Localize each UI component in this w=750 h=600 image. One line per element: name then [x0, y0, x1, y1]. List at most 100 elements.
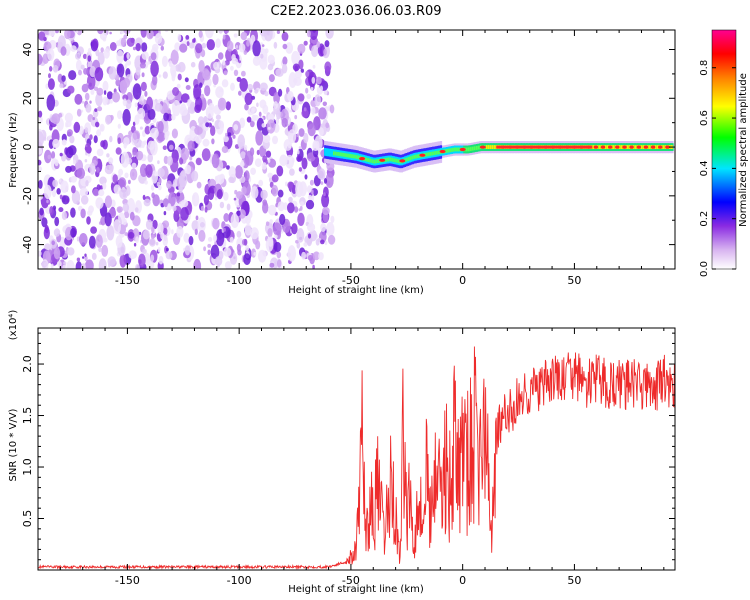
noise-blob	[287, 202, 295, 214]
noise-blob	[137, 107, 146, 120]
ridge-core	[455, 147, 458, 152]
noise-blob	[60, 46, 67, 56]
noise-blob	[142, 248, 147, 255]
noise-blob	[216, 189, 223, 200]
noise-blob	[285, 154, 295, 169]
noise-blob	[279, 213, 286, 226]
ridge-peak	[399, 159, 406, 163]
noise-blob	[53, 228, 61, 237]
noise-blob	[66, 198, 69, 203]
noise-blob	[276, 30, 280, 34]
noise-blob	[235, 45, 239, 49]
noise-blob	[117, 207, 122, 214]
noise-blob	[295, 239, 299, 244]
noise-blob	[202, 138, 210, 147]
noise-blob	[150, 52, 157, 61]
noise-blob	[267, 236, 274, 247]
noise-blob	[211, 118, 214, 123]
noise-blob	[147, 108, 156, 120]
colorbar-gradient	[711, 29, 737, 270]
noise-blob	[212, 217, 220, 230]
ridge-core	[373, 159, 376, 164]
noise-blob	[191, 170, 199, 182]
noise-blob	[106, 91, 113, 100]
noise-blob	[301, 109, 309, 118]
noise-blob	[150, 127, 159, 139]
ridge-core	[371, 159, 374, 164]
snr-frame	[37, 327, 676, 571]
ridge-core	[626, 145, 629, 149]
noise-blob	[254, 89, 259, 94]
noise-blob	[119, 254, 127, 268]
noise-blob	[67, 247, 75, 256]
ridge-band	[324, 148, 327, 156]
noise-blob	[160, 45, 164, 51]
noise-blob	[289, 168, 295, 176]
noise-blob	[84, 142, 91, 154]
noise-blob	[277, 259, 282, 268]
noise-blob	[267, 172, 273, 178]
noise-blob	[119, 188, 128, 200]
noise-blob	[226, 203, 231, 211]
noise-blob	[305, 199, 315, 210]
noise-blob	[168, 60, 173, 67]
noise-blob	[296, 155, 303, 162]
noise-blob	[50, 263, 54, 269]
noise-blob	[236, 210, 241, 217]
noise-blob	[228, 166, 236, 179]
ridge-band	[328, 148, 331, 157]
ridge-core	[620, 145, 623, 149]
spectrogram-xtick-label: -100	[227, 274, 252, 287]
noise-blob	[157, 222, 164, 235]
noise-blob	[276, 109, 281, 120]
noise-blob	[307, 223, 316, 232]
noise-blob	[318, 168, 326, 180]
noise-blob	[162, 145, 167, 150]
noise-blob	[276, 165, 284, 177]
noise-blob	[281, 117, 288, 128]
noise-blob	[143, 198, 151, 207]
noise-blob	[127, 179, 131, 185]
ridge-core	[642, 145, 645, 149]
noise-blob	[287, 245, 296, 262]
noise-blob	[81, 83, 89, 93]
noise-blob	[273, 91, 280, 105]
noise-blob	[95, 121, 100, 128]
noise-blob	[150, 60, 159, 77]
noise-blob	[96, 129, 102, 137]
noise-blob	[151, 192, 155, 199]
noise-blob	[161, 55, 168, 68]
noise-blob	[103, 48, 110, 59]
noise-blob	[265, 221, 270, 226]
ridge-core	[357, 155, 359, 160]
noise-blob	[273, 261, 277, 269]
noise-blob	[46, 94, 56, 111]
noise-blob	[78, 69, 82, 76]
noise-blob	[162, 71, 168, 79]
noise-blob	[170, 49, 179, 65]
ridge-core	[387, 157, 390, 162]
noise-blob	[91, 38, 99, 50]
noise-blob	[55, 67, 58, 71]
noise-blob	[39, 116, 43, 124]
ridge-core	[341, 152, 343, 157]
noise-blob	[102, 37, 107, 42]
noise-blob	[244, 224, 252, 236]
ridge-core	[367, 158, 369, 162]
noise-blob	[60, 180, 69, 193]
ridge-core	[393, 158, 396, 163]
ridge-core	[656, 145, 659, 149]
noise-blob	[305, 87, 309, 94]
noise-blob	[272, 135, 278, 145]
noise-blob	[195, 215, 199, 221]
noise-blob	[303, 107, 307, 112]
noise-blob	[166, 180, 172, 189]
noise-blob	[117, 110, 123, 120]
noise-blob	[141, 141, 145, 149]
noise-blob	[64, 112, 73, 123]
noise-blob	[158, 255, 164, 265]
ridge-core	[467, 147, 470, 152]
noise-blob	[215, 86, 224, 99]
noise-blob	[162, 198, 169, 208]
noise-blob	[38, 179, 43, 189]
